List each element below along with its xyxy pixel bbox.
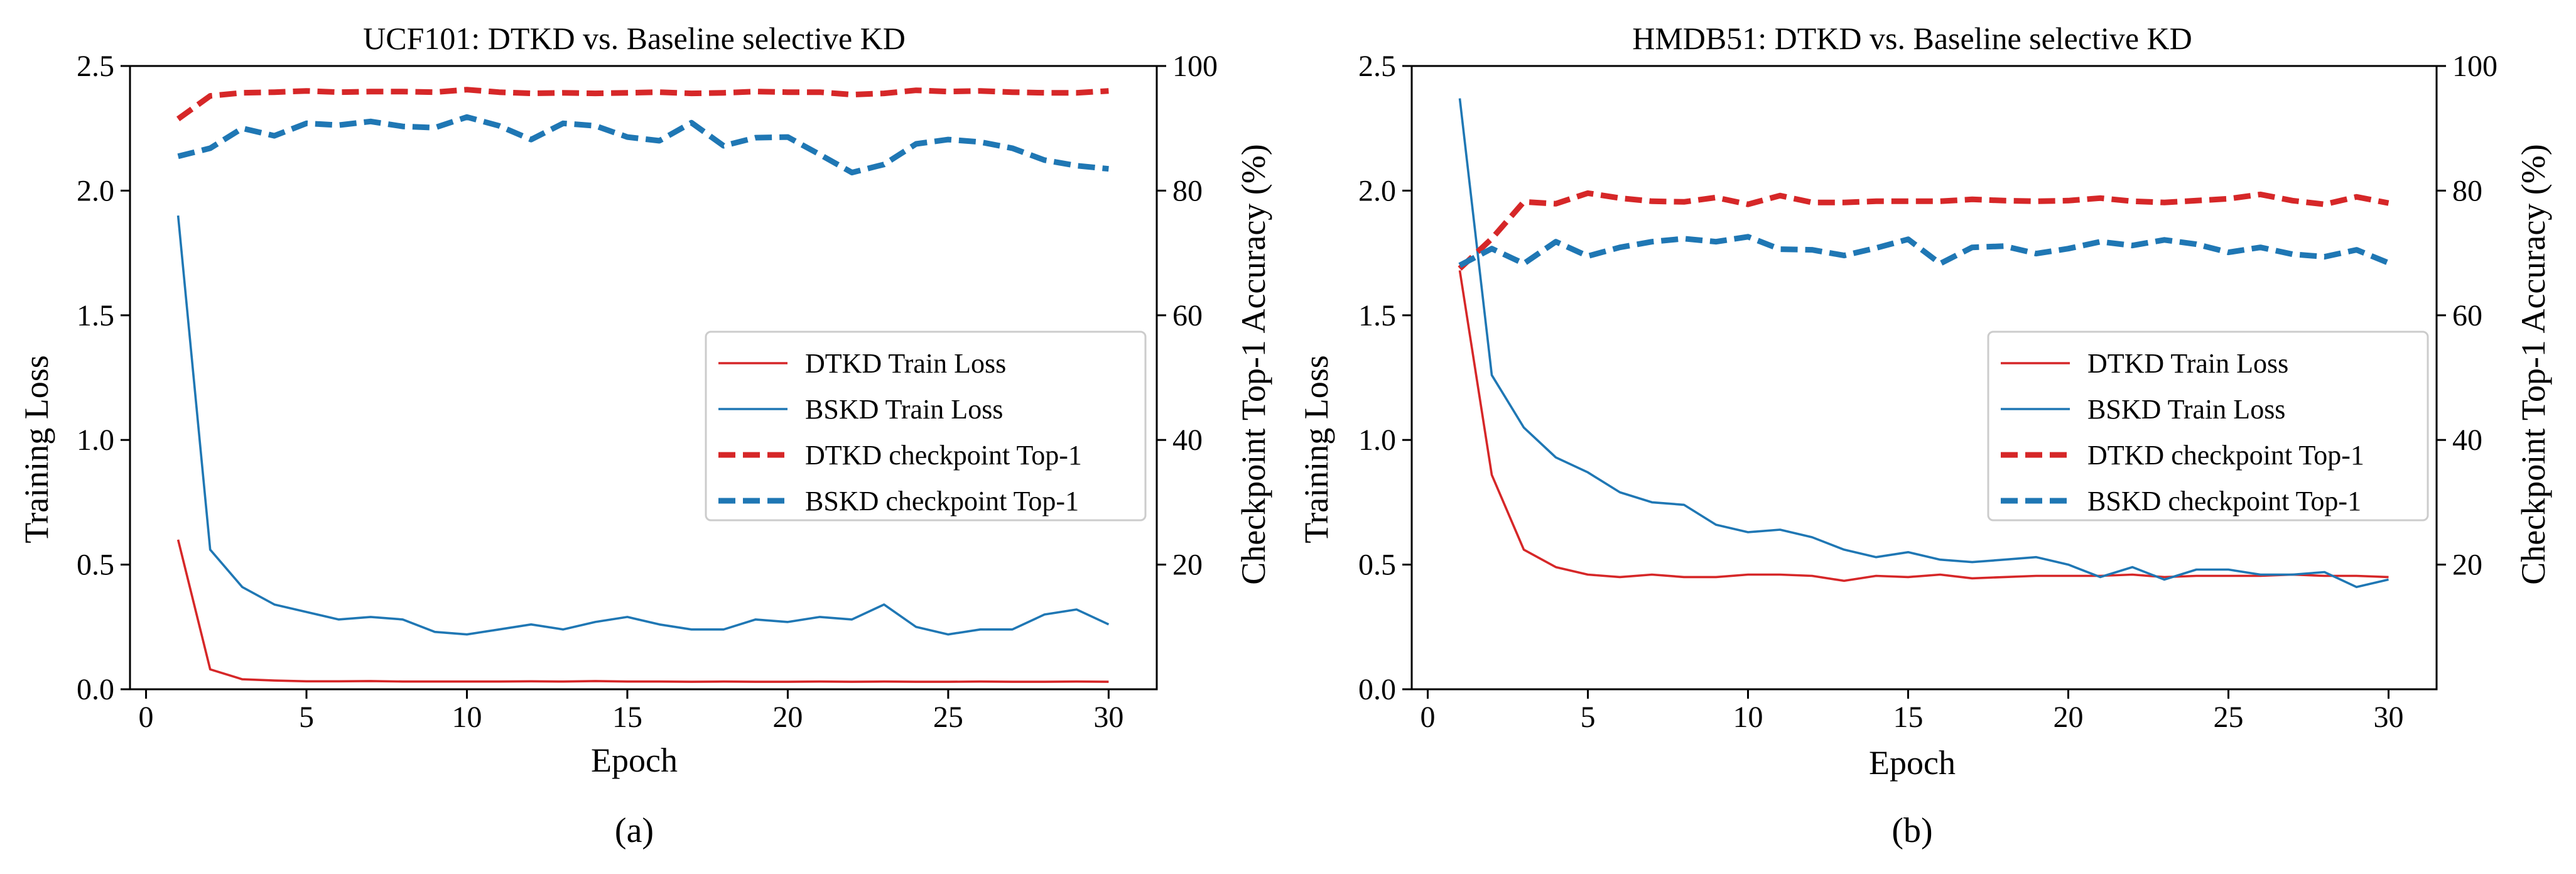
series-line-2	[1458, 190, 2389, 271]
y-tick-label: 0.0	[77, 673, 114, 706]
legend-label-0: DTKD Train Loss	[2087, 348, 2288, 379]
legend-label-1: BSKD Train Loss	[2087, 394, 2285, 425]
x-tick-label: 10	[452, 701, 482, 734]
x-tick-label: 30	[1093, 701, 1123, 734]
y2-tick-label: 20	[2452, 549, 2482, 582]
x-tick-label: 0	[1421, 701, 1436, 734]
chart-hmdb51: HMDB51: DTKD vs. Baseline selective KD 0…	[1297, 21, 2552, 850]
axes-frame	[1410, 65, 2438, 691]
legend-label-3: BSKD checkpoint Top-1	[805, 486, 1079, 516]
legend-label-2: DTKD checkpoint Top-1	[2087, 440, 2364, 471]
series-line-3	[177, 114, 1109, 176]
legend-label-0: DTKD Train Loss	[805, 348, 1006, 379]
y-tick-label: 0.0	[1358, 673, 1396, 706]
x-axis-label: Epoch	[1869, 744, 1956, 782]
legend-label-1: BSKD Train Loss	[805, 394, 1003, 425]
legend: DTKD Train Loss BSKD Train Loss DTKD check…	[705, 330, 1147, 522]
legend-label-3: BSKD checkpoint Top-1	[2087, 486, 2361, 516]
chart-ucf101: UCF101: DTKD vs. Baseline selective KD 0…	[18, 21, 1272, 850]
y2-tick-label: 80	[2452, 174, 2482, 207]
x-tick-label: 5	[1581, 701, 1596, 734]
panel-label-b: (b)	[1891, 811, 1932, 850]
x-tick-label: 25	[933, 701, 963, 734]
series-line-2	[176, 87, 1109, 121]
y2-tick-label: 60	[2452, 299, 2482, 332]
legend-label-2: DTKD checkpoint Top-1	[805, 440, 1082, 471]
y2-axis-label: Checkpoint Top-1 Accuracy (%)	[2514, 144, 2552, 585]
y-tick-label: 1.0	[77, 423, 114, 457]
plot-area: 0 5 10 15 20 25 30 0.0 0.5 1.0 1.5 2.0 2.5 20 40 60 80 10…	[77, 50, 1218, 734]
axes-frame	[129, 65, 1158, 691]
y-axis-label: Training Loss	[1297, 355, 1335, 544]
x-tick-label: 25	[2214, 701, 2244, 734]
x-tick-label: 0	[139, 701, 154, 734]
series-line-1	[1458, 98, 2389, 589]
x-tick-label: 20	[2054, 701, 2084, 734]
x-tick-label: 20	[772, 701, 803, 734]
plot-area: 0 5 10 15 20 25 30 0.0 0.5 1.0 1.5 2.0 2.5 20 40 60 80 10…	[1358, 50, 2498, 734]
y-tick-label: 0.5	[1358, 549, 1396, 582]
y2-axis-label: Checkpoint Top-1 Accuracy (%)	[1235, 144, 1272, 585]
y-tick-label: 2.0	[77, 174, 114, 207]
y-tick-label: 1.0	[1358, 423, 1396, 457]
y-tick-label: 1.5	[1358, 299, 1396, 332]
x-tick-label: 5	[299, 701, 314, 734]
y2-tick-label: 100	[1172, 50, 1218, 83]
series-line-1	[176, 215, 1110, 636]
panel-label-a: (a)	[615, 811, 654, 850]
legend: DTKD Train Loss BSKD Train Loss DTKD check…	[1987, 330, 2429, 522]
legend-box	[1987, 330, 2429, 522]
x-axis-label: Epoch	[591, 741, 678, 779]
series-line-3	[1458, 234, 2390, 268]
y2-tick-label: 80	[1172, 174, 1203, 207]
legend-box	[705, 330, 1147, 522]
y2-tick-label: 20	[1172, 549, 1203, 582]
y-tick-label: 2.0	[1358, 174, 1396, 207]
series-line-0	[1458, 270, 2389, 582]
chart-title: HMDB51: DTKD vs. Baseline selective KD	[1632, 21, 2192, 56]
y2-tick-label: 40	[2452, 423, 2482, 457]
x-tick-label: 15	[612, 701, 642, 734]
y-tick-label: 2.5	[77, 50, 114, 83]
chart-title: UCF101: DTKD vs. Baseline selective KD	[363, 21, 906, 56]
y2-tick-label: 60	[1172, 299, 1203, 332]
y-tick-label: 2.5	[1358, 50, 1396, 83]
y-tick-label: 1.5	[77, 299, 114, 332]
series-line-0	[176, 539, 1109, 683]
y2-tick-label: 40	[1172, 423, 1203, 457]
y-axis-label: Training Loss	[18, 355, 55, 544]
x-tick-label: 30	[2374, 701, 2404, 734]
y2-tick-label: 100	[2452, 50, 2498, 83]
x-tick-label: 15	[1893, 701, 1924, 734]
y-tick-label: 0.5	[77, 549, 114, 582]
x-tick-label: 10	[1733, 701, 1763, 734]
